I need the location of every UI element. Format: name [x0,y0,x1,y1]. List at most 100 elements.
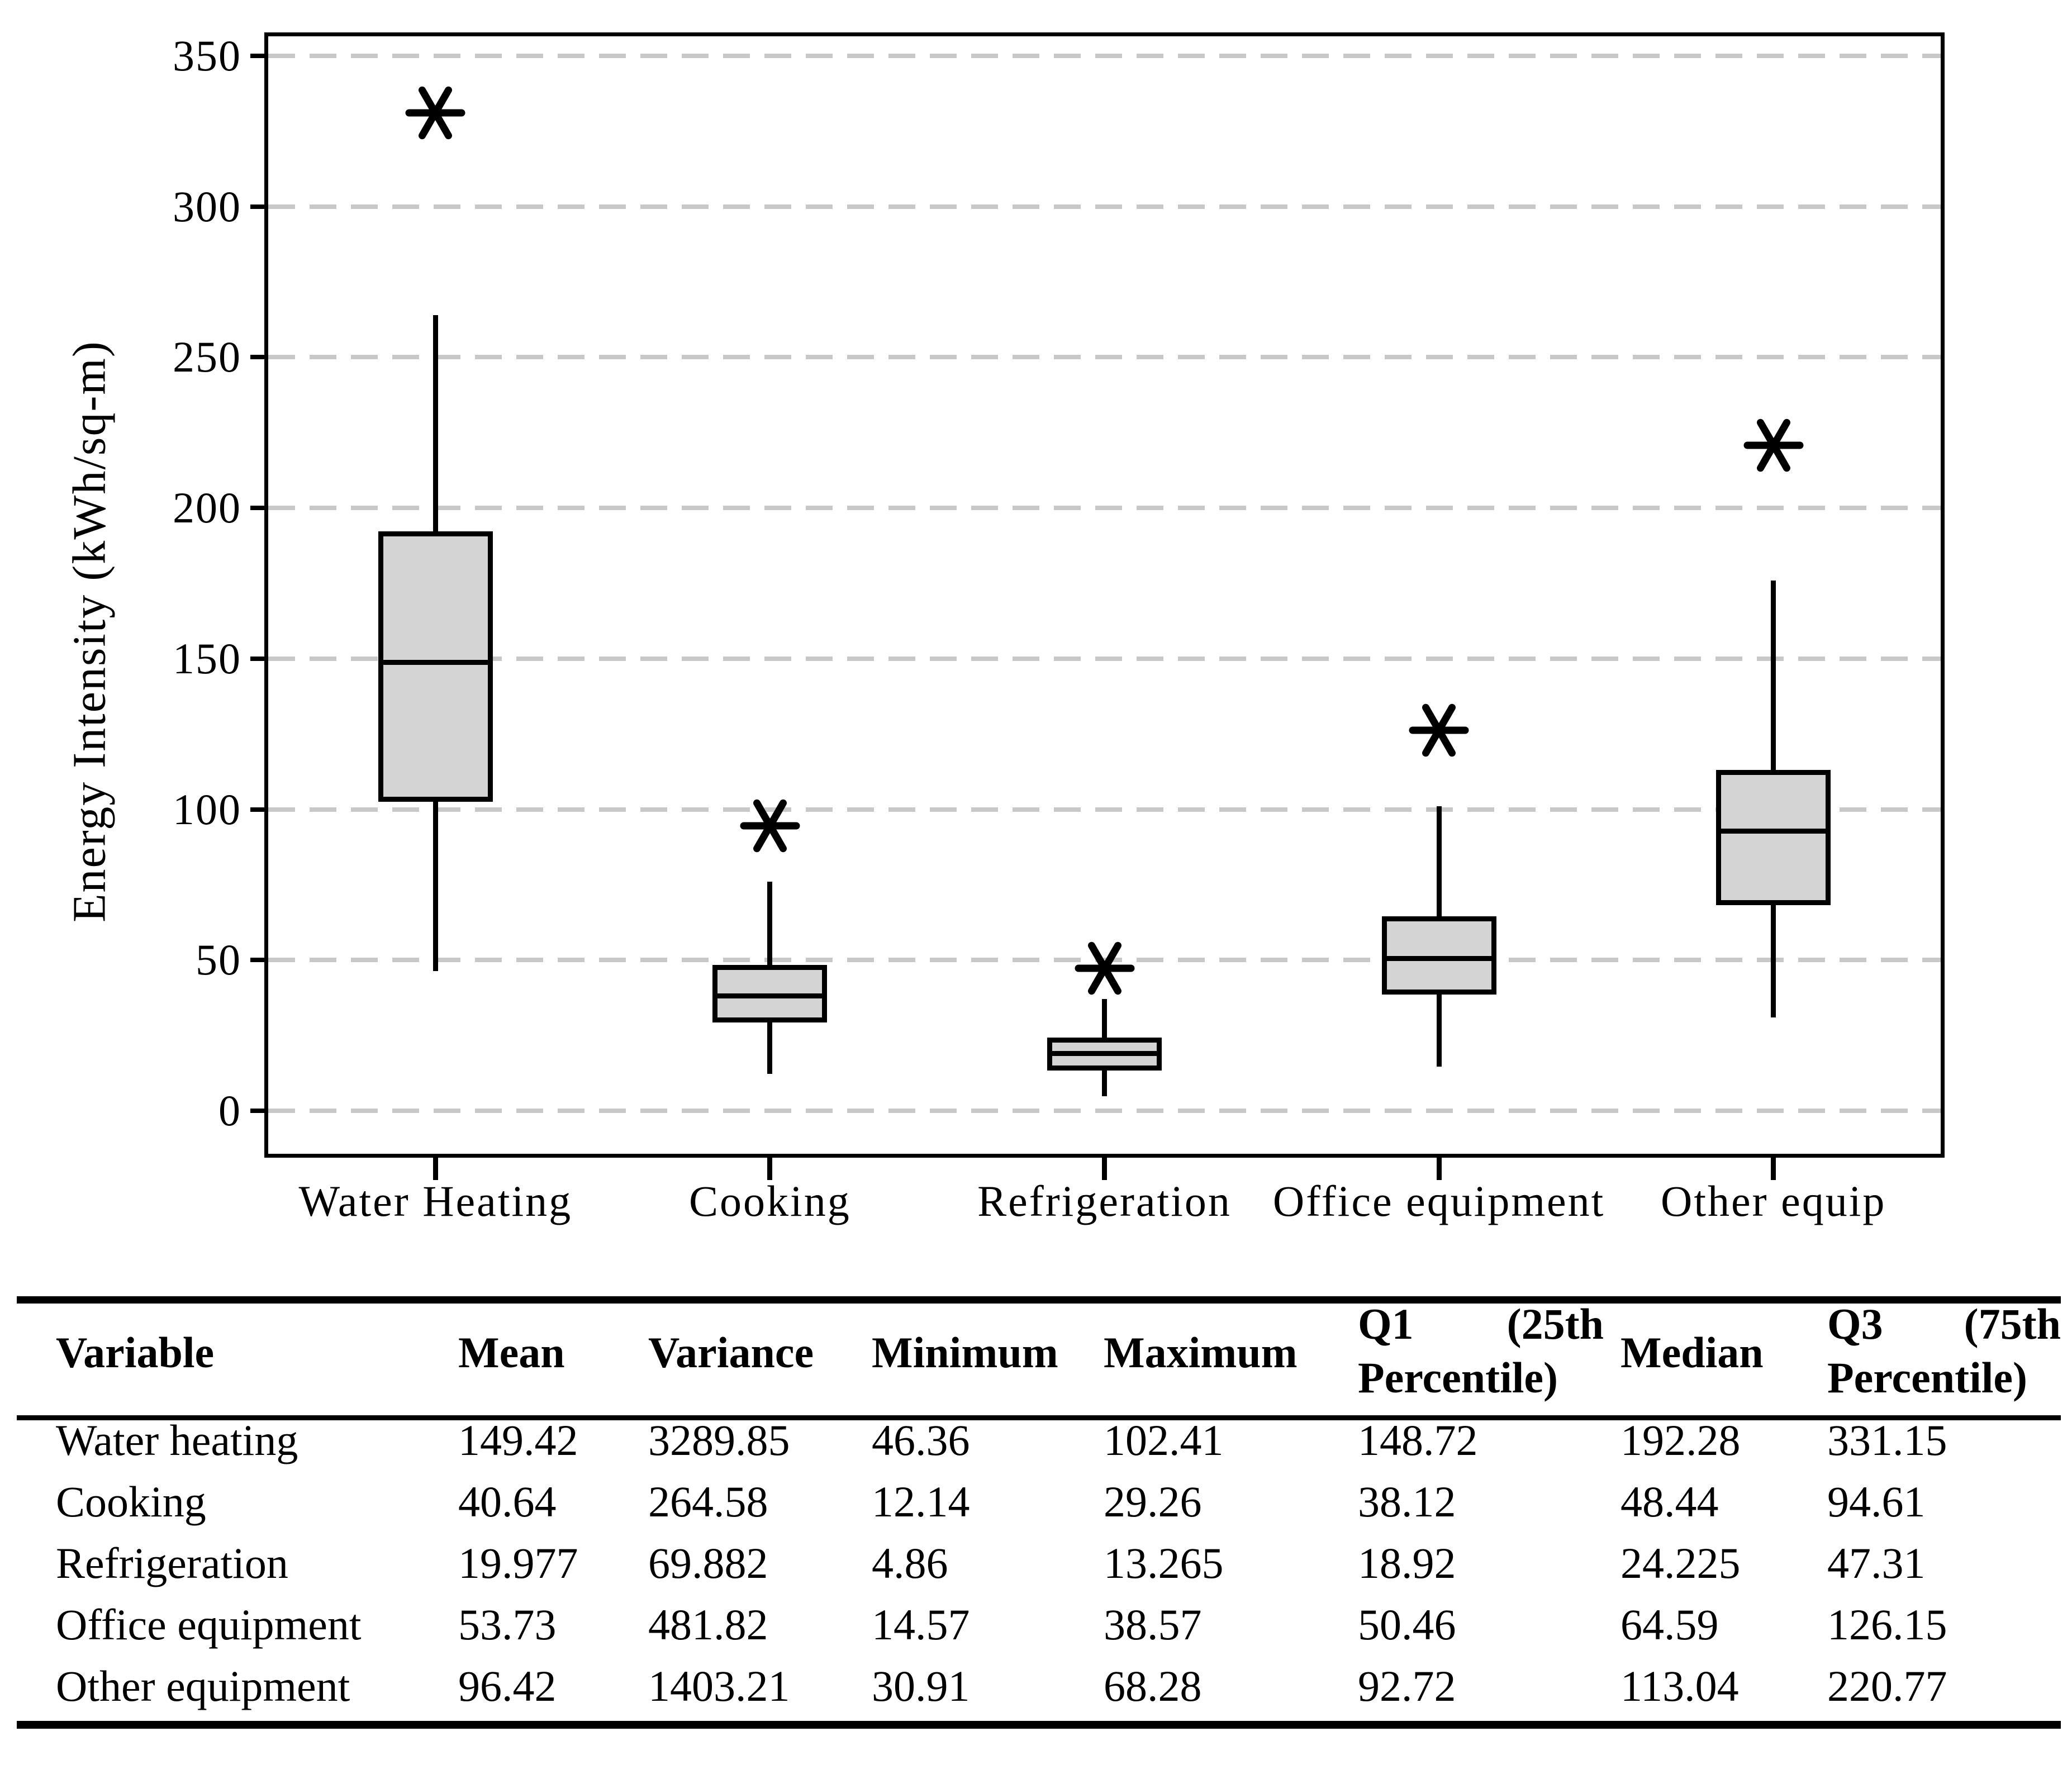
row-label-water-heating: Water heating [56,1416,298,1464]
header-text: (75th [1964,1300,2061,1348]
gridline-350 [268,54,1941,58]
cell-cooking-6: 94.61 [1827,1477,1926,1526]
cell-refrigeration-2: 4.86 [872,1539,948,1587]
outlier-asterisk-water-heating [403,81,467,145]
header-median: Median [1620,1328,1764,1377]
header-mean: Mean [458,1328,565,1377]
cell-cooking-2: 12.14 [872,1477,970,1526]
x-tick-cooking [767,1158,773,1180]
cell-refrigeration-0: 19.977 [458,1539,578,1587]
gridline-100 [268,807,1941,812]
x-category-label-other-equip: Other equip [1660,1177,1886,1225]
y-tick-label-100: 100 [173,784,241,834]
header-line1: Q1 (25th [1358,1297,1604,1351]
cell-water-heating-4: 148.72 [1358,1416,1478,1464]
cell-cooking-3: 29.26 [1104,1477,1202,1526]
cell-office-equipment-5: 64.59 [1620,1600,1719,1649]
gridline-150 [268,656,1941,661]
iqr-box-other-equip [1716,770,1831,905]
cell-refrigeration-5: 24.225 [1620,1539,1741,1587]
header-q1: Q1 (25th Percentile) [1358,1297,1604,1405]
y-tick-label-350: 350 [173,31,241,80]
cell-cooking-5: 48.44 [1620,1477,1719,1526]
x-category-label-refrigeration: Refrigeration [977,1177,1232,1225]
x-category-label-office-equipment: Office equipment [1272,1177,1605,1225]
table-top-rule [17,1296,2061,1304]
cell-refrigeration-4: 18.92 [1358,1539,1456,1587]
cell-water-heating-1: 3289.85 [648,1416,790,1464]
cell-water-heating-6: 331.15 [1827,1416,1947,1464]
y-tick-150 [250,656,264,661]
cell-cooking-0: 40.64 [458,1477,557,1526]
header-line2: Percentile) [1358,1353,1558,1402]
header-line1: Q3 (75th [1827,1297,2061,1351]
cell-water-heating-5: 192.28 [1620,1416,1741,1464]
cell-other-equipment-4: 92.72 [1358,1662,1456,1710]
y-tick-label-300: 300 [173,182,241,231]
row-label-cooking: Cooking [56,1477,206,1526]
gridline-0 [268,1108,1941,1113]
gridline-200 [268,506,1941,511]
cell-office-equipment-6: 126.15 [1827,1600,1947,1649]
header-text: (25th [1507,1300,1604,1348]
cell-other-equipment-6: 220.77 [1827,1662,1947,1710]
y-tick-100 [250,807,264,812]
header-text: Q3 [1827,1300,1883,1348]
cell-other-equipment-0: 96.42 [458,1662,557,1710]
y-tick-200 [250,506,264,511]
cell-water-heating-3: 102.41 [1104,1416,1224,1464]
y-tick-300 [250,204,264,209]
plot-area [264,32,1945,1180]
outlier-asterisk-office-equipment [1407,698,1471,762]
y-tick-250 [250,355,264,360]
header-line2: Percentile) [1827,1353,2028,1402]
header-variance: Variance [648,1328,814,1377]
iqr-box-office-equipment [1381,916,1496,995]
y-tick-label-150: 150 [173,634,241,683]
cell-water-heating-0: 149.42 [458,1416,578,1464]
header-variable: Variable [56,1328,215,1377]
outlier-asterisk-refrigeration [1073,936,1137,1000]
row-label-office-equipment: Office equipment [56,1600,362,1649]
y-tick-50 [250,958,264,963]
y-tick-350 [250,54,264,58]
cell-office-equipment-1: 481.82 [648,1600,768,1649]
y-tick-label-0: 0 [218,1086,241,1135]
x-tick-other-equip [1771,1158,1776,1180]
header-q3: Q3 (75th Percentile) [1827,1297,2061,1405]
cell-refrigeration-6: 47.31 [1827,1539,1926,1587]
x-tick-water-heating [433,1158,438,1180]
x-tick-refrigeration [1102,1158,1107,1180]
gridline-250 [268,355,1941,360]
y-tick-0 [250,1108,264,1113]
x-category-label-water-heating: Water Heating [298,1177,573,1225]
cell-other-equipment-1: 1403.21 [648,1662,790,1710]
header-text: Q1 [1358,1300,1414,1348]
cell-office-equipment-4: 50.46 [1358,1600,1456,1649]
cell-other-equipment-5: 113.04 [1620,1662,1739,1710]
row-label-other-equipment: Other equipment [56,1662,350,1710]
median-line-refrigeration [1047,1051,1162,1057]
cell-other-equipment-3: 68.28 [1104,1662,1202,1710]
header-maximum: Maximum [1104,1328,1298,1377]
x-category-label-cooking: Cooking [689,1177,851,1225]
x-tick-office-equipment [1436,1158,1442,1180]
cell-refrigeration-1: 69.882 [648,1539,768,1587]
cell-other-equipment-2: 30.91 [872,1662,970,1710]
cell-water-heating-2: 46.36 [872,1416,970,1464]
outlier-asterisk-cooking [738,794,802,858]
median-line-cooking [712,993,828,998]
table-header-rule [17,1415,2061,1420]
outlier-asterisk-other-equip [1742,413,1805,477]
cell-office-equipment-0: 53.73 [458,1600,557,1649]
header-minimum: Minimum [872,1328,1058,1377]
y-tick-label-250: 250 [173,332,241,382]
cell-cooking-1: 264.58 [648,1477,768,1526]
row-label-refrigeration: Refrigeration [56,1539,288,1587]
cell-cooking-4: 38.12 [1358,1477,1456,1526]
iqr-box-water-heating [378,531,493,802]
median-line-other-equip [1716,829,1831,834]
gridline-300 [268,204,1941,209]
table-bottom-rule [17,1721,2061,1729]
